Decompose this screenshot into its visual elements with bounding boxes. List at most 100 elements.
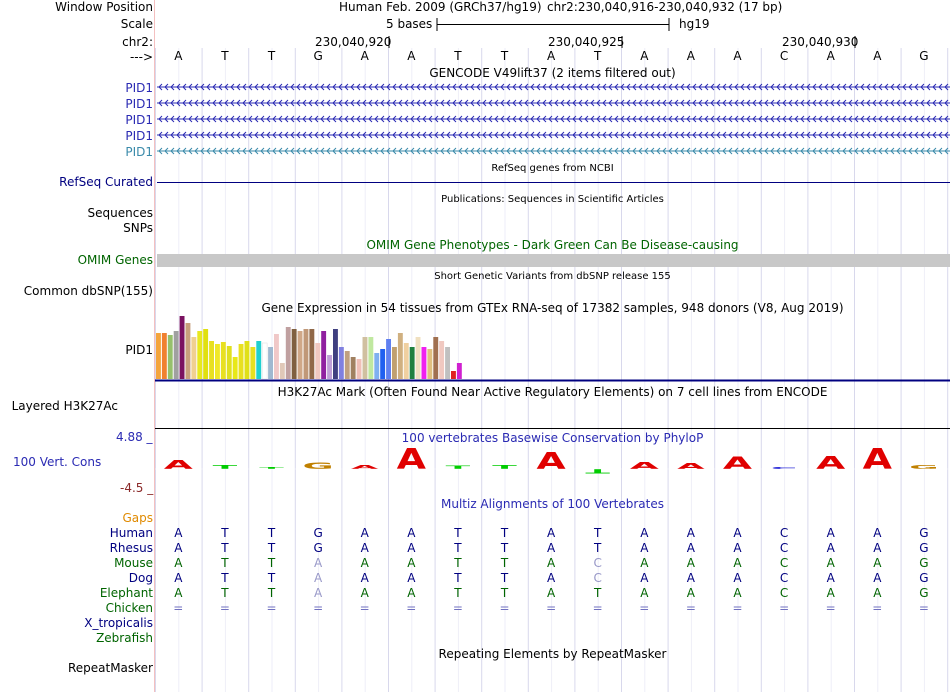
gtex-track-label[interactable]: PID1 — [125, 343, 153, 357]
alignment-base: T — [267, 526, 276, 540]
gtex-tissue-bar[interactable] — [226, 346, 232, 379]
strand-arrow — [536, 83, 541, 91]
multiz-gaps-label[interactable]: Gaps — [122, 511, 153, 525]
gtex-tissue-bar[interactable] — [309, 329, 315, 379]
strand-arrow — [482, 115, 487, 123]
gencode-transcript-label[interactable]: PID1 — [125, 97, 153, 111]
strand-arrow — [524, 99, 529, 107]
strand-arrow — [296, 147, 301, 155]
species-label[interactable]: X_tropicalis — [84, 616, 153, 630]
gtex-tissue-bar[interactable] — [368, 337, 374, 379]
gtex-tissue-bar[interactable] — [321, 331, 327, 379]
gtex-tissue-bar[interactable] — [380, 349, 386, 379]
gtex-tissue-bar[interactable] — [185, 323, 191, 379]
base-letter: A — [546, 49, 556, 63]
gtex-tissue-bar[interactable] — [203, 329, 209, 379]
species-label[interactable]: Elephant — [99, 586, 153, 600]
strand-arrow — [506, 147, 511, 155]
gtex-tissue-bar[interactable] — [421, 347, 427, 379]
gtex-tissue-bar[interactable] — [415, 337, 421, 379]
gtex-tissue-bar[interactable] — [397, 333, 403, 379]
gtex-tissue-bar[interactable] — [279, 363, 285, 379]
phylop-track-label[interactable]: 100 Vert. Cons — [13, 455, 102, 469]
gtex-tissue-bar[interactable] — [220, 342, 226, 379]
gtex-tissue-bar[interactable] — [445, 347, 450, 379]
gtex-tissue-bar[interactable] — [374, 353, 380, 379]
refseq-gene-line[interactable] — [157, 181, 950, 185]
refseq-track-label[interactable]: RefSeq Curated — [59, 175, 153, 189]
gtex-tissue-bar[interactable] — [350, 357, 356, 379]
repeatmasker-track-label[interactable]: RepeatMasker — [67, 661, 153, 675]
gtex-tissue-bar[interactable] — [209, 341, 214, 379]
gtex-tissue-bar[interactable] — [433, 337, 439, 379]
gtex-tissue-bar[interactable] — [261, 342, 268, 380]
gtex-tissue-bar[interactable] — [285, 327, 291, 379]
gtex-tissue-bar[interactable] — [156, 333, 161, 379]
strand-arrow — [350, 131, 355, 139]
strand-arrow — [482, 99, 487, 107]
strand-arrow — [920, 99, 925, 107]
species-label[interactable]: Dog — [128, 571, 153, 585]
species-label[interactable]: Zebrafish — [96, 631, 153, 645]
species-label[interactable]: Mouse — [114, 556, 153, 570]
strand-arrow — [266, 147, 271, 155]
gtex-tissue-bar[interactable] — [303, 329, 309, 379]
strand-arrow — [902, 147, 907, 155]
strand-arrow — [566, 131, 571, 139]
gtex-tissue-bar[interactable] — [386, 339, 391, 379]
gtex-tissue-bar[interactable] — [215, 344, 220, 379]
omim-gene-bar[interactable] — [157, 254, 950, 267]
gtex-tissue-bar[interactable] — [256, 341, 262, 379]
h3k27ac-track-label[interactable]: Layered H3K27Ac — [11, 399, 118, 413]
gtex-tissue-bar[interactable] — [238, 344, 244, 379]
strand-arrow — [398, 131, 403, 139]
species-label[interactable]: Rhesus — [109, 541, 153, 555]
gtex-tissue-bar[interactable] — [191, 337, 197, 379]
gtex-tissue-bar[interactable] — [362, 337, 368, 379]
omim-track-label[interactable]: OMIM Genes — [77, 253, 153, 267]
species-label[interactable]: Human — [109, 526, 153, 540]
gtex-tissue-bar[interactable] — [439, 341, 445, 379]
gtex-tissue-bar[interactable] — [167, 335, 173, 379]
strand-arrow — [500, 131, 505, 139]
strand-arrow — [590, 99, 595, 107]
gtex-tissue-bar[interactable] — [315, 343, 321, 379]
gtex-tissue-bar[interactable] — [392, 347, 397, 379]
gtex-tissue-bar[interactable] — [250, 347, 256, 379]
gencode-transcript-label[interactable]: PID1 — [125, 81, 153, 95]
publications-snps-label[interactable]: SNPs — [123, 221, 153, 235]
gtex-tissue-bar[interactable] — [403, 343, 409, 379]
gtex-tissue-bar[interactable] — [333, 329, 338, 379]
gtex-tissue-bar[interactable] — [244, 341, 250, 379]
gtex-tissue-bar[interactable] — [297, 331, 303, 379]
gtex-tissue-bar[interactable] — [338, 347, 344, 379]
strand-arrow — [398, 147, 403, 155]
strand-arrow — [734, 131, 739, 139]
strand-arrow — [518, 147, 523, 155]
strand-arrow — [710, 115, 715, 123]
gtex-tissue-bar[interactable] — [232, 357, 238, 379]
species-label[interactable]: Chicken — [105, 601, 153, 615]
gtex-tissue-bar[interactable] — [179, 316, 185, 379]
gtex-tissue-bar[interactable] — [409, 347, 415, 379]
dbsnp-track-label[interactable]: Common dbSNP(155) — [23, 284, 153, 298]
gtex-tissue-bar[interactable] — [356, 359, 362, 379]
publications-sequences-label[interactable]: Sequences — [87, 206, 153, 220]
gtex-tissue-bar[interactable] — [291, 329, 297, 379]
gtex-tissue-bar[interactable] — [327, 355, 332, 379]
gencode-transcript-label[interactable]: PID1 — [125, 145, 153, 159]
gtex-tissue-bar[interactable] — [344, 351, 350, 379]
gtex-tissue-bar[interactable] — [451, 371, 456, 379]
gtex-tissue-bar[interactable] — [161, 333, 167, 379]
gtex-tissue-bar[interactable] — [173, 331, 179, 379]
gencode-transcript-label[interactable]: PID1 — [125, 129, 153, 143]
gtex-tissue-bar[interactable] — [274, 334, 279, 379]
gtex-tissue-bar[interactable] — [197, 331, 203, 379]
gencode-transcripts[interactable] — [155, 80, 950, 160]
gtex-expression-chart[interactable] — [155, 315, 950, 383]
gencode-transcript-label[interactable]: PID1 — [125, 113, 153, 127]
gtex-tissue-bar[interactable] — [427, 349, 433, 379]
gtex-tissue-bar[interactable] — [268, 347, 273, 379]
gtex-tissue-bar[interactable] — [456, 363, 462, 379]
